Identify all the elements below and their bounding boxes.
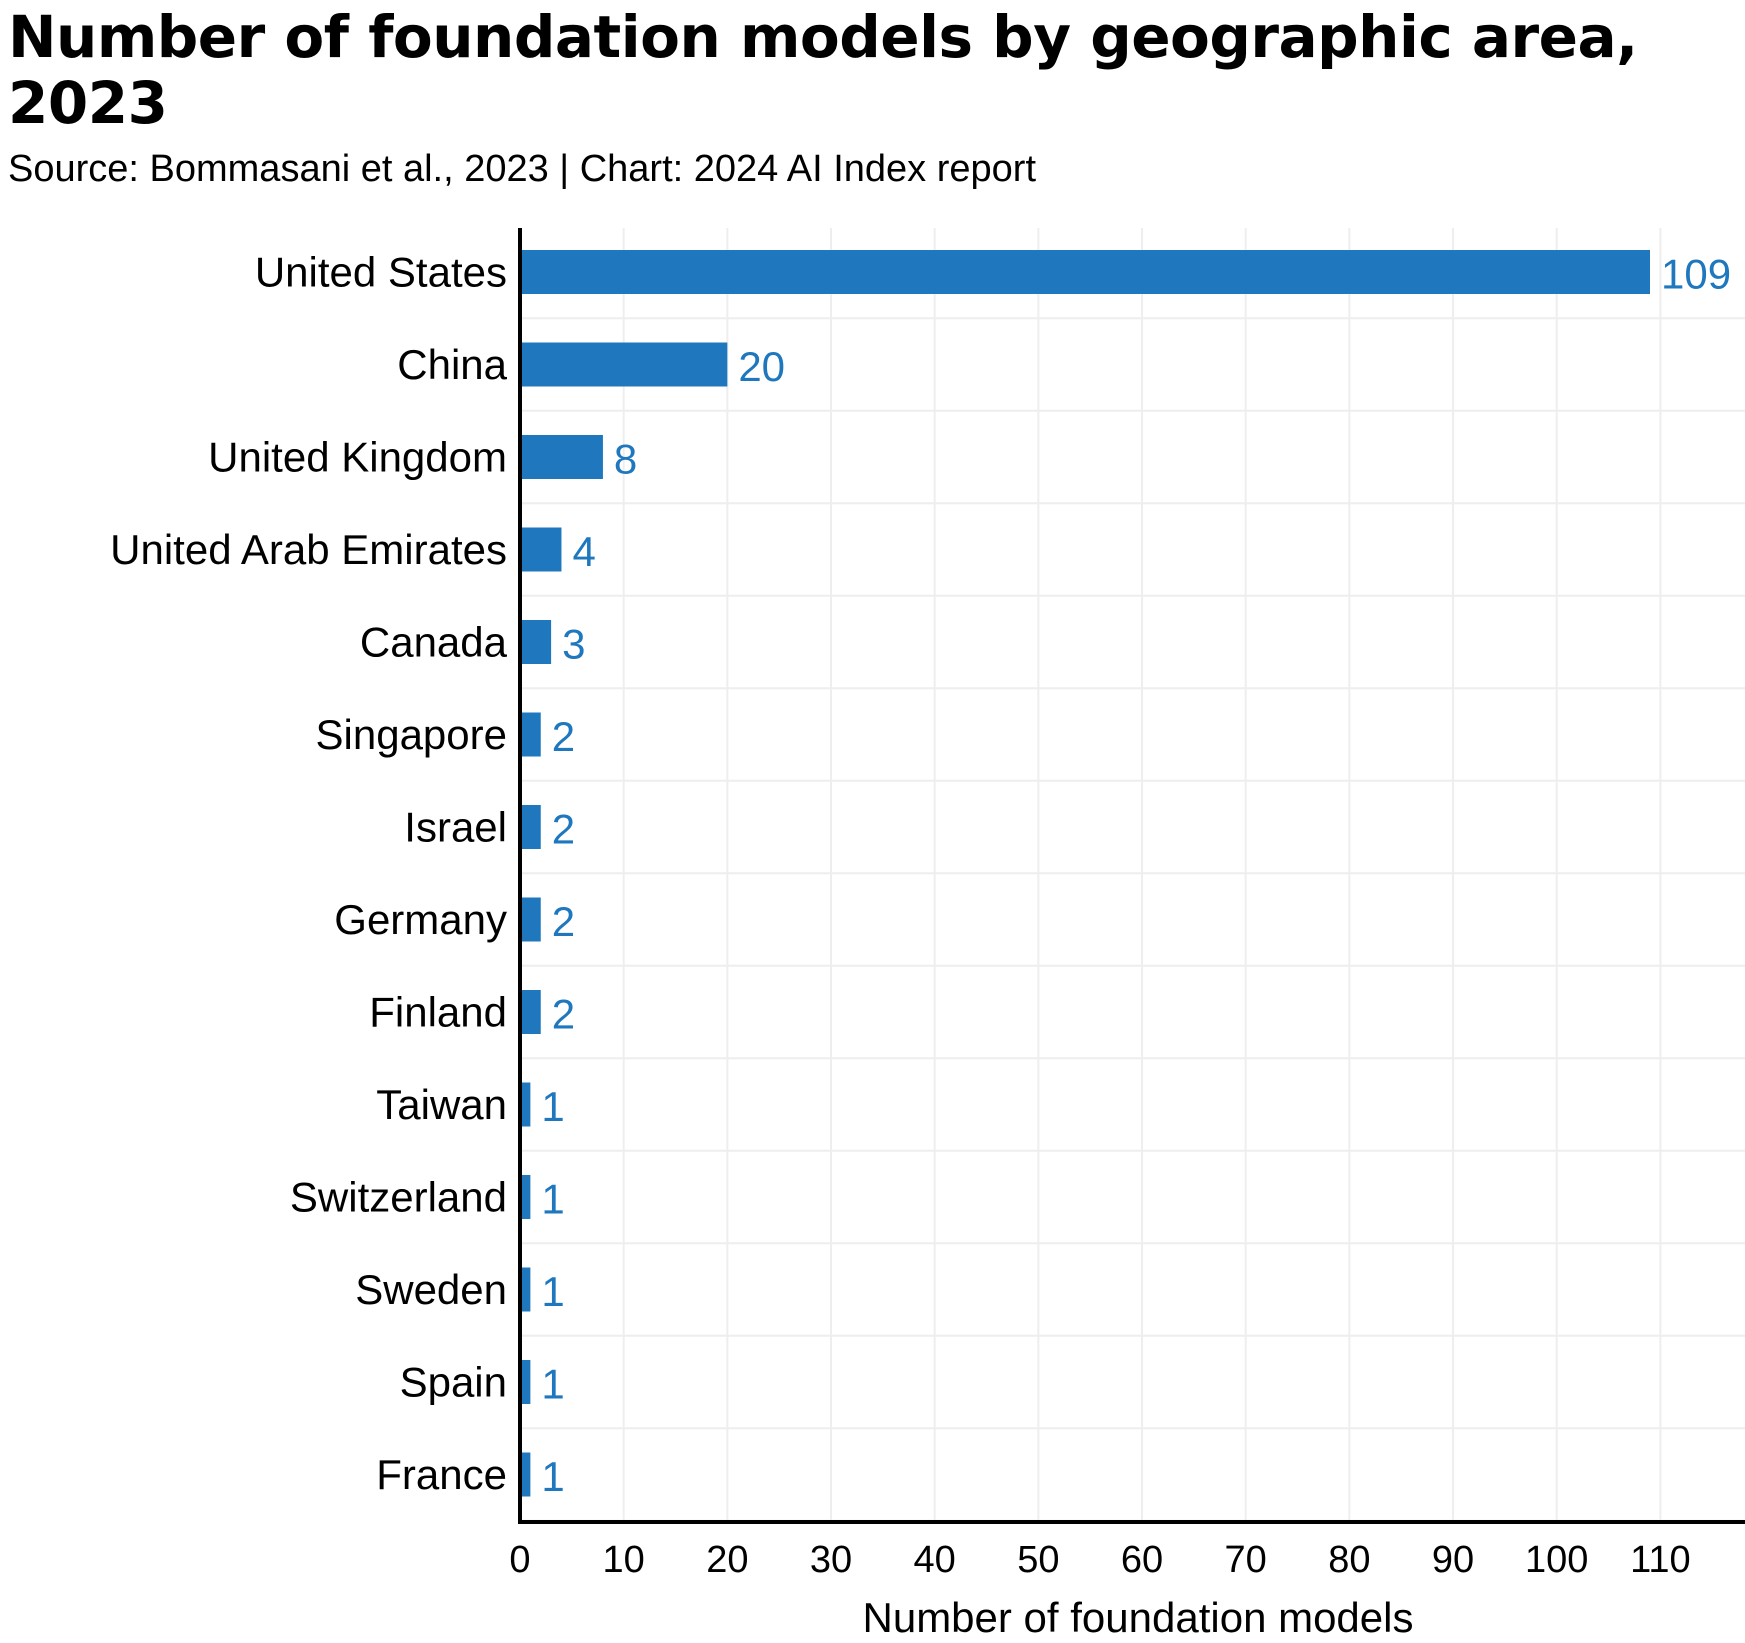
value-label: 2 — [552, 713, 575, 760]
category-label: Finland — [369, 989, 507, 1036]
value-label: 20 — [738, 343, 785, 390]
value-label: 2 — [552, 991, 575, 1038]
category-label: Singapore — [316, 711, 507, 758]
axes — [518, 228, 1745, 1524]
value-label: 2 — [552, 806, 575, 853]
bar — [520, 1267, 531, 1312]
chart-title: Number of foundation models by geographi… — [8, 3, 1638, 137]
x-tick-label: 100 — [1525, 1539, 1588, 1581]
value-label: 109 — [1661, 251, 1731, 298]
bars — [520, 250, 1650, 1497]
bar — [520, 1082, 531, 1127]
category-label: Sweden — [355, 1266, 507, 1313]
value-labels: 109 20 84 3 2 2 2 2 1 1 1 1 1 — [541, 251, 1731, 1501]
category-label: Taiwan — [376, 1081, 507, 1128]
category-labels: United States China United Kingdom United A… — [110, 249, 507, 1499]
bar — [520, 620, 552, 664]
x-tick-label: 70 — [1225, 1539, 1267, 1581]
category-label: China — [397, 341, 507, 388]
x-tick-label: 110 — [1630, 1539, 1691, 1581]
bar — [520, 897, 541, 942]
value-label: 1 — [541, 1361, 564, 1408]
value-label: 2 — [552, 898, 575, 945]
x-tick-labels: 0 10 20 30 40 50 60 70 80 90 100 110 — [509, 1539, 1690, 1581]
value-label: 3 — [562, 621, 585, 668]
bar — [520, 990, 541, 1034]
gridlines — [519, 228, 1745, 1522]
value-label: 8 — [614, 436, 637, 483]
x-tick-label: 0 — [509, 1539, 530, 1581]
x-tick-label: 90 — [1432, 1539, 1474, 1581]
category-label: United Kingdom — [208, 434, 507, 481]
x-tick-label: 80 — [1328, 1539, 1370, 1581]
category-label: France — [376, 1451, 507, 1498]
value-label: 1 — [541, 1268, 564, 1315]
bar — [520, 1452, 531, 1497]
x-tick-label: 40 — [914, 1539, 956, 1581]
value-label: 1 — [541, 1453, 564, 1500]
x-tick-label: 60 — [1121, 1539, 1163, 1581]
bar — [520, 805, 541, 849]
category-label: Canada — [360, 619, 508, 666]
value-label: 1 — [541, 1176, 564, 1223]
bar — [520, 435, 603, 479]
x-axis-title: Number of foundation models — [863, 1594, 1414, 1641]
value-label: 4 — [572, 528, 595, 575]
bar — [520, 712, 541, 757]
x-tick-label: 10 — [603, 1539, 645, 1581]
value-label: 1 — [541, 1083, 564, 1130]
bar — [520, 1175, 531, 1219]
category-label: Switzerland — [290, 1174, 507, 1221]
category-label: Spain — [400, 1359, 507, 1406]
bar — [520, 1360, 531, 1404]
x-tick-label: 50 — [1017, 1539, 1059, 1581]
bar — [520, 342, 728, 387]
category-label: United States — [255, 249, 507, 296]
category-label: Germany — [334, 896, 507, 943]
chart-subtitle: Source: Bommasani et al., 2023 | Chart: … — [8, 148, 1037, 190]
bar — [520, 527, 562, 572]
category-label: United Arab Emirates — [110, 526, 507, 573]
x-tick-label: 20 — [706, 1539, 748, 1581]
x-tick-label: 30 — [810, 1539, 852, 1581]
bar — [520, 250, 1650, 294]
category-label: Israel — [404, 804, 507, 851]
